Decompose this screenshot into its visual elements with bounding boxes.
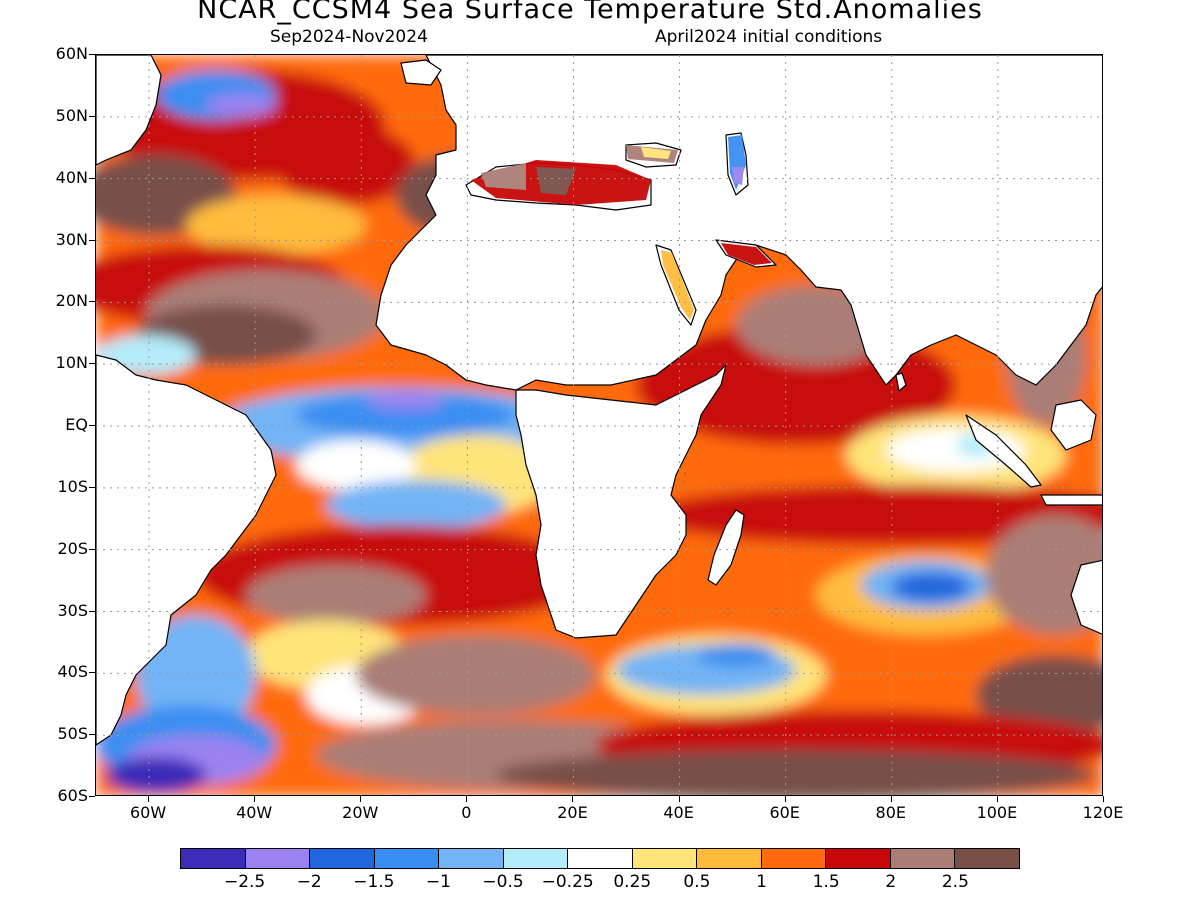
colorbar-label: −2.5 bbox=[223, 872, 266, 892]
latitude-tick bbox=[89, 363, 95, 365]
longitude-label: 40W bbox=[236, 803, 273, 822]
longitude-tick bbox=[360, 796, 362, 802]
latitude-label: 30N bbox=[55, 229, 88, 249]
latitude-label: 50N bbox=[55, 105, 88, 125]
longitude-tick bbox=[890, 796, 892, 802]
latitude-label: 20S bbox=[57, 538, 88, 558]
latitude-label: 10N bbox=[55, 353, 88, 373]
colorbar-label: −0.5 bbox=[482, 872, 524, 892]
latitude-label: 30S bbox=[57, 600, 88, 620]
latitude-label: 10S bbox=[57, 476, 88, 496]
latitude-tick bbox=[89, 301, 95, 303]
map-canvas bbox=[96, 55, 1102, 795]
colorbar bbox=[180, 848, 1020, 869]
longitude-tick bbox=[678, 796, 680, 802]
longitude-label: 20W bbox=[342, 803, 379, 822]
latitude-label: 20N bbox=[55, 291, 88, 311]
colorbar-swatch bbox=[310, 849, 375, 868]
latitude-tick bbox=[89, 54, 95, 55]
longitude-label: 0 bbox=[461, 803, 472, 822]
colorbar-label: −2 bbox=[296, 872, 322, 892]
latitude-label: 40S bbox=[57, 662, 88, 682]
colorbar-swatch bbox=[374, 849, 440, 868]
latitude-label: 40N bbox=[55, 167, 88, 187]
latitude-tick bbox=[89, 734, 95, 736]
colorbar-swatch bbox=[826, 849, 891, 868]
colorbar-label: 0.5 bbox=[683, 872, 711, 892]
colorbar-label: −1.5 bbox=[353, 872, 395, 892]
longitude-tick bbox=[784, 796, 786, 802]
colorbar-label: 2.5 bbox=[941, 872, 969, 892]
colorbar-swatch bbox=[568, 849, 633, 868]
colorbar-label: −0.25 bbox=[541, 872, 594, 892]
colorbar-swatch bbox=[955, 849, 1019, 868]
latitude-tick bbox=[89, 425, 95, 426]
latitude-label: 60S bbox=[57, 786, 88, 805]
longitude-tick bbox=[1103, 796, 1104, 802]
colorbar-swatch bbox=[697, 849, 762, 868]
latitude-tick bbox=[89, 796, 95, 797]
longitude-tick bbox=[572, 796, 574, 802]
latitude-label: 60N bbox=[55, 44, 88, 63]
colorbar-label: −1 bbox=[425, 872, 451, 892]
forecast-period: Sep2024-Nov2024 bbox=[270, 27, 428, 47]
latitude-tick bbox=[89, 548, 95, 550]
initial-conditions-label: April2024 initial conditions bbox=[655, 27, 883, 47]
longitude-label: 120E bbox=[1082, 803, 1124, 822]
colorbar-swatch bbox=[439, 849, 504, 868]
colorbar-swatch bbox=[890, 849, 956, 868]
longitude-tick bbox=[996, 796, 998, 802]
sst-anomaly-map bbox=[95, 54, 1103, 796]
latitude-tick bbox=[89, 239, 95, 241]
colorbar-label: 0.25 bbox=[613, 872, 652, 892]
longitude-tick bbox=[148, 796, 150, 802]
colorbar-swatch bbox=[632, 849, 698, 868]
map-title: NCAR_CCSM4 Sea Surface Temperature Std.A… bbox=[197, 0, 983, 25]
colorbar-label: 1 bbox=[756, 872, 767, 892]
colorbar-swatch bbox=[503, 849, 569, 868]
longitude-tick bbox=[254, 796, 256, 802]
latitude-tick bbox=[89, 486, 95, 488]
colorbar-swatch bbox=[245, 849, 311, 868]
longitude-label: 40E bbox=[663, 803, 694, 822]
latitude-tick bbox=[89, 672, 95, 674]
longitude-tick bbox=[466, 796, 468, 802]
colorbar-label: 2 bbox=[885, 872, 897, 892]
latitude-tick bbox=[89, 115, 95, 117]
colorbar-swatch bbox=[181, 849, 246, 868]
colorbar-swatch bbox=[761, 849, 827, 868]
longitude-label: 20E bbox=[557, 803, 588, 822]
latitude-tick bbox=[89, 610, 95, 612]
latitude-tick bbox=[89, 177, 95, 179]
longitude-label: 100E bbox=[976, 803, 1018, 822]
longitude-label: 60E bbox=[769, 803, 800, 822]
latitude-label: 50S bbox=[57, 724, 88, 744]
longitude-label: 60W bbox=[129, 803, 167, 822]
latitude-label: EQ bbox=[65, 415, 88, 434]
longitude-label: 80E bbox=[875, 803, 907, 822]
colorbar-label: 1.5 bbox=[812, 872, 840, 892]
